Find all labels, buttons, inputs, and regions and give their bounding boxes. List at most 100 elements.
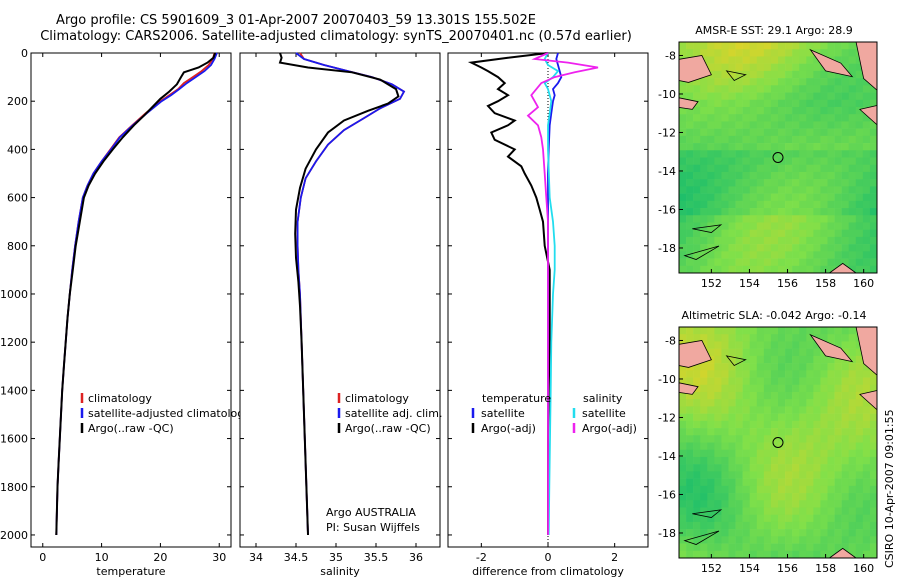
map-cell [742,420,751,429]
map-cell [792,186,800,194]
map-cell [841,121,850,129]
map-cell [700,420,708,429]
map-cell [827,78,835,86]
y-tick-label: -18 [658,527,676,540]
map-cell [869,456,878,465]
map-cell [679,327,687,335]
map-cell [728,42,736,50]
map-cell [799,384,807,393]
map-cell [707,157,715,166]
map-cell [855,150,864,158]
map-cell [749,179,758,187]
map-cell [820,428,828,436]
map-cell [841,92,850,101]
map-cell [742,449,751,458]
map-cell [714,478,722,487]
map-cell [820,200,828,209]
map-cell [862,186,871,194]
map-cell [806,85,814,93]
map-cell [848,413,857,422]
map-cell [721,42,729,50]
map-cell [742,164,751,173]
map-cell [749,157,758,166]
map-cell [763,150,772,158]
map-cell [749,420,758,429]
map-cell [855,121,864,129]
map-cell [735,150,743,158]
map-cell [855,265,864,274]
map-cell [813,186,821,194]
map-cell [806,121,814,129]
map-cell [834,258,842,267]
map-cell [848,143,857,151]
map-cell [813,42,821,50]
map-cell [799,171,807,180]
map-cell [721,478,729,487]
map-cell [778,222,786,230]
map-cell [679,106,687,115]
map-cell [806,341,814,349]
map-cell [693,150,701,158]
map-cell [848,244,857,252]
map-cell [700,92,708,101]
map-cell [679,550,687,559]
map-cell [820,413,828,422]
map-cell [827,485,835,494]
map-cell [749,384,758,393]
map-cell [792,164,800,173]
map-cell [799,258,807,267]
map-cell [785,78,793,86]
map-cell [700,49,708,57]
map-cell [700,150,708,158]
map-cell [848,514,857,523]
map-cell [763,355,772,364]
map-cell [714,49,722,57]
map-cell [749,114,758,122]
map-cell [778,99,786,108]
map-cell [813,456,821,465]
map-cell [848,229,857,238]
map-cell [686,186,694,194]
map-cell [735,507,743,515]
map-cell [756,56,765,64]
map-cell [728,348,736,357]
map-cell [693,377,701,386]
map-cell [806,478,814,487]
map-cell [686,428,694,436]
map-cell [827,92,835,101]
map-cell [792,413,800,422]
map-cell [770,363,779,371]
map-cell [806,406,814,414]
map-cell [841,128,850,137]
map-cell [756,391,765,400]
map-cell [770,529,779,537]
map-cell [841,341,850,349]
map-cell [721,456,729,465]
map-cell [735,341,743,349]
map-cell [813,143,821,151]
map-cell [848,391,857,400]
map-cell [693,406,701,414]
map-cell [848,435,857,443]
map-cell [848,478,857,487]
map-cell [869,406,878,414]
map-cell [770,78,779,86]
map-cell [848,265,857,274]
map-cell [820,536,828,544]
map-cell [756,42,765,50]
map-cell [679,406,687,414]
map-cell [827,200,835,209]
map-cell [799,363,807,371]
map-cell [806,464,814,472]
map-cell [693,442,701,451]
map-cell [841,171,850,180]
map-cell [799,355,807,364]
map-cell [749,42,758,50]
map-cell [820,370,828,378]
map-cell [848,456,857,465]
map-cell [700,406,708,414]
map-cell [869,193,878,202]
map-cell [700,442,708,451]
map-cell [841,193,850,202]
map-cell [770,258,779,267]
